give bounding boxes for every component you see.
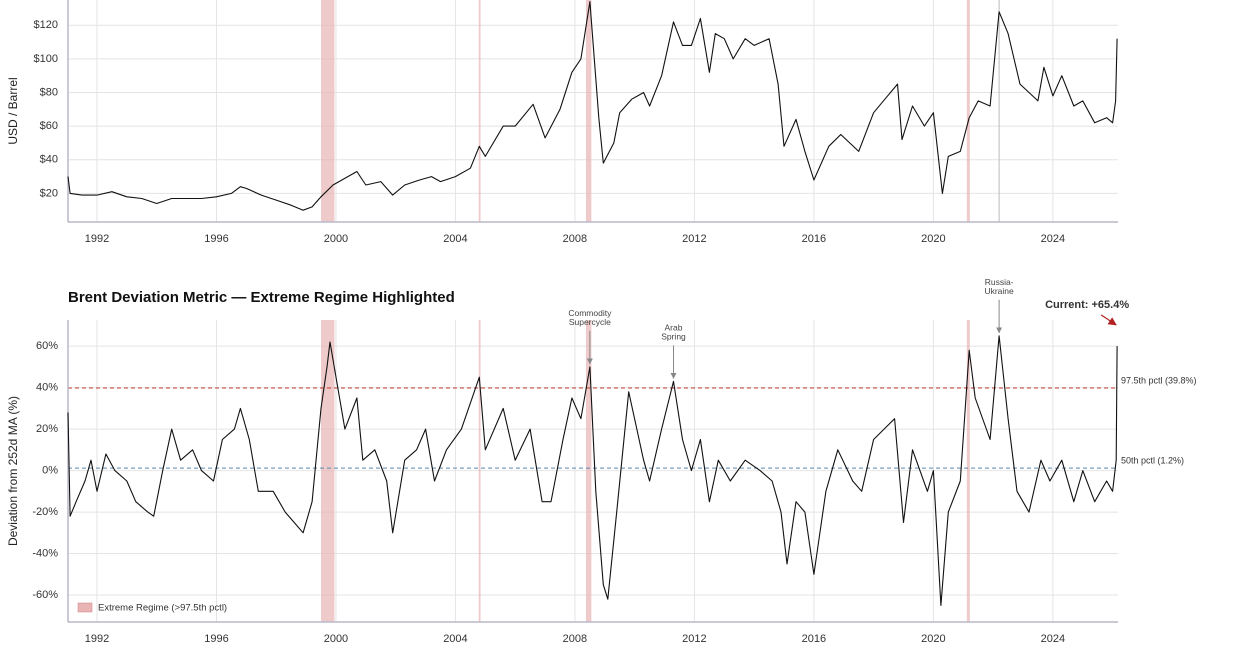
chart-title: Brent Deviation Metric — Extreme Regime … <box>68 289 455 306</box>
y-tick-label: -20% <box>32 506 58 518</box>
x-tick-label: 2016 <box>802 233 826 245</box>
y-tick-label: $20 <box>40 187 58 199</box>
regime-band <box>585 0 592 222</box>
threshold-label: 50th pctl (1.2%) <box>1121 455 1184 465</box>
y-tick-label: -60% <box>32 589 58 601</box>
x-tick-label: 2024 <box>1041 233 1065 245</box>
y-tick-label: $80 <box>40 86 58 98</box>
regime-band <box>321 320 335 622</box>
x-tick-label: 2008 <box>563 633 587 645</box>
x-tick-label: 2012 <box>682 633 706 645</box>
y-tick-label: 20% <box>36 423 58 435</box>
x-tick-label: 2012 <box>682 233 706 245</box>
legend-label: Extreme Regime (>97.5th pctl) <box>98 603 227 614</box>
y-axis-label: USD / Barrel <box>6 77 20 144</box>
price-line <box>67 335 1118 606</box>
x-tick-label: 2000 <box>324 633 348 645</box>
x-tick-label: 1992 <box>85 633 109 645</box>
y-tick-label: $40 <box>40 154 58 166</box>
x-tick-label: 1996 <box>204 233 228 245</box>
x-tick-label: 1996 <box>204 633 228 645</box>
y-tick-label: 0% <box>42 464 58 476</box>
x-tick-label: 2024 <box>1041 633 1065 645</box>
x-tick-label: 2020 <box>921 233 945 245</box>
annotation-text: Russia- <box>985 277 1014 287</box>
x-tick-label: 2004 <box>443 633 467 645</box>
y-tick-label: -40% <box>32 547 58 559</box>
current-label: Current: +65.4% <box>1045 299 1129 311</box>
x-tick-label: 2020 <box>921 633 945 645</box>
regime-band <box>478 320 481 622</box>
current-arrow <box>1100 314 1117 326</box>
regime-band <box>478 0 481 222</box>
x-tick-label: 2000 <box>324 233 348 245</box>
x-tick-label: 2008 <box>563 233 587 245</box>
legend-swatch <box>77 602 93 613</box>
annotation-text: Supercycle <box>569 317 611 327</box>
annotation-text: Commodity <box>568 308 612 318</box>
regime-band <box>585 320 592 622</box>
y-tick-label: $120 <box>34 19 58 31</box>
x-tick-label: 2004 <box>443 233 467 245</box>
threshold-label: 97.5th pctl (39.8%) <box>1121 375 1197 385</box>
y-tick-label: 40% <box>36 382 58 394</box>
y-axis-label: Deviation from 252d MA (%) <box>6 396 20 546</box>
price-line <box>67 1 1118 211</box>
annotation-text: Spring <box>661 332 686 342</box>
y-tick-label: 60% <box>36 340 58 352</box>
x-tick-label: 2016 <box>802 633 826 645</box>
y-tick-label: $60 <box>40 120 58 132</box>
y-tick-label: $100 <box>34 53 58 65</box>
x-tick-label: 1992 <box>85 233 109 245</box>
regime-band <box>321 0 335 222</box>
regime-band <box>966 0 970 222</box>
annotation-text: Ukraine <box>984 286 1014 296</box>
annotation-text: Arab <box>665 323 683 333</box>
regime-band <box>966 320 970 622</box>
